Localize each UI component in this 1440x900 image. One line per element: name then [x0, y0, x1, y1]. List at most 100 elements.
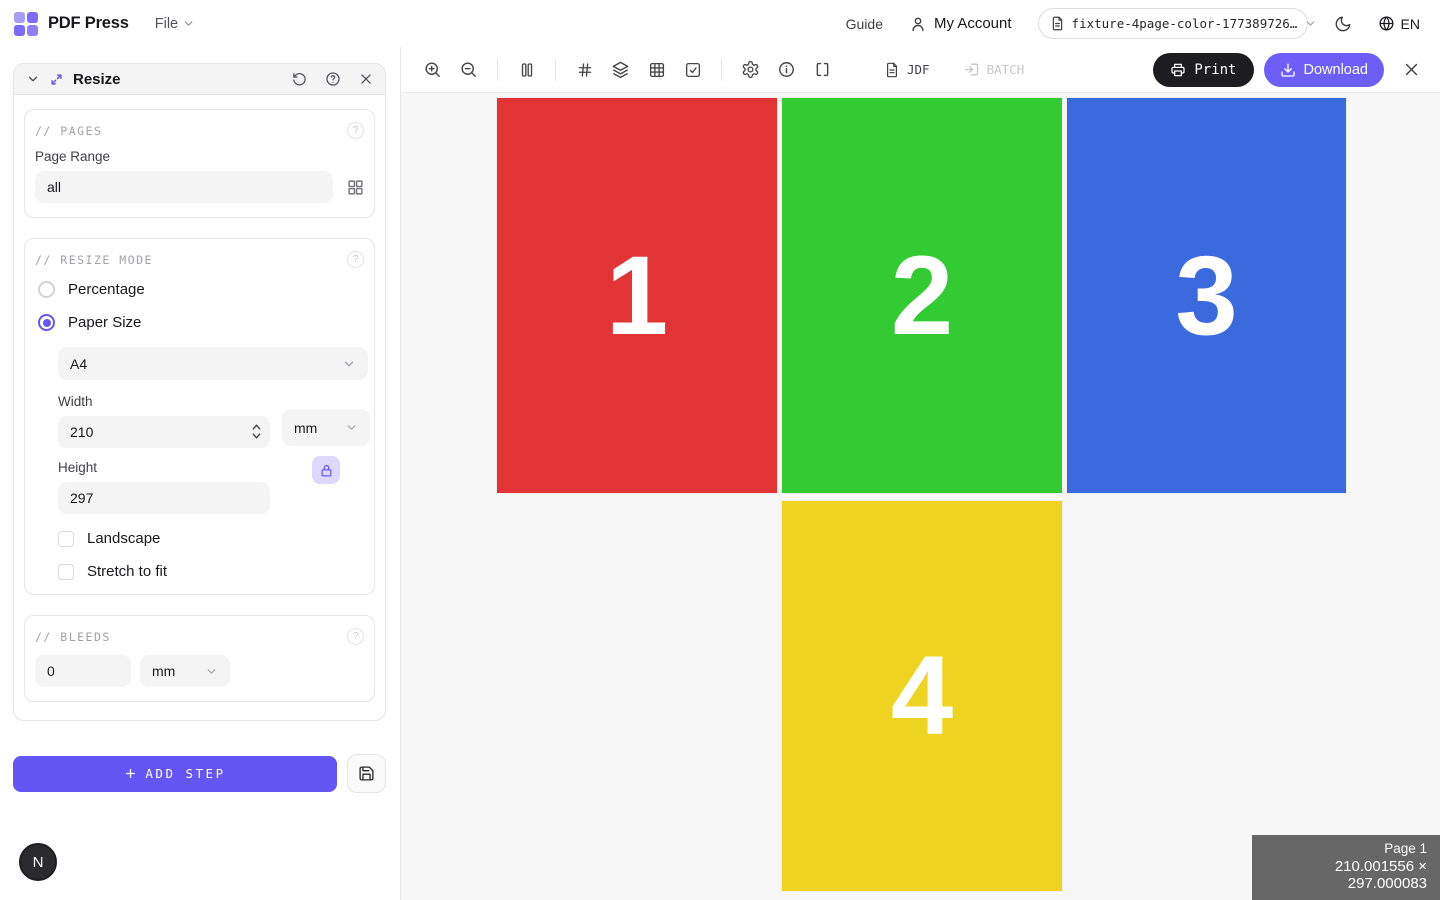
help-icon[interactable]: [347, 251, 364, 268]
radio-icon: [38, 281, 55, 298]
plus-icon: [126, 769, 136, 778]
paper-size-label: Paper Size: [68, 314, 142, 331]
zoom-in-icon: [425, 62, 440, 77]
page-number: 4: [890, 633, 954, 758]
language-selector[interactable]: EN: [1378, 15, 1420, 32]
print-label: Print: [1194, 61, 1237, 78]
lock-icon: [321, 464, 331, 476]
width-stepper[interactable]: [251, 423, 262, 440]
spread-view-button[interactable]: [808, 55, 837, 84]
paper-size-select[interactable]: A4: [58, 347, 368, 380]
chevron-down-icon: [207, 668, 216, 674]
page-dimensions: 210.001556 × 297.000083: [1334, 858, 1427, 892]
theme-toggle-button[interactable]: [1334, 15, 1352, 33]
page-number: 1: [605, 232, 669, 358]
aspect-lock-button[interactable]: [312, 456, 340, 484]
percentage-radio[interactable]: Percentage: [38, 281, 364, 298]
bleed-unit-value: mm: [152, 663, 176, 679]
current-file-selector[interactable]: fixture-4page-color-177389726…: [1037, 8, 1315, 39]
page-range-input[interactable]: [35, 171, 333, 203]
brackets-icon: [816, 62, 829, 77]
avatar-initial: N: [32, 853, 44, 871]
zoom-in-button[interactable]: [418, 55, 447, 84]
resize-step-panel: Resize // PAGES: [13, 63, 386, 721]
info-icon: [779, 62, 794, 77]
user-icon: [909, 15, 927, 33]
jdf-button[interactable]: JDF: [878, 55, 936, 85]
bleeds-card: // BLEEDS mm: [24, 615, 375, 702]
unit-select[interactable]: mm: [282, 409, 370, 446]
reset-step-button[interactable]: [292, 72, 307, 87]
pdf-page-4[interactable]: 4: [782, 501, 1062, 891]
width-input[interactable]: [58, 416, 270, 448]
my-account-label: My Account: [934, 15, 1012, 32]
table-icon: [649, 62, 664, 77]
bleed-unit-select[interactable]: mm: [140, 655, 230, 687]
save-icon: [359, 766, 374, 781]
page-number: 2: [890, 232, 954, 358]
pdf-page-1[interactable]: 1: [497, 98, 777, 493]
paper-size-radio[interactable]: Paper Size: [38, 314, 364, 331]
document-icon: [1050, 16, 1065, 31]
printer-icon: [1171, 63, 1185, 76]
jdf-label: JDF: [907, 62, 930, 77]
save-pipeline-button[interactable]: [347, 754, 386, 793]
page-numbers-button[interactable]: [570, 55, 599, 84]
page-number: 3: [1175, 232, 1238, 358]
bleed-value-input[interactable]: [35, 655, 131, 687]
chevron-down-icon: [1304, 17, 1317, 30]
help-icon[interactable]: [347, 122, 364, 139]
app-logo-icon[interactable]: [14, 11, 38, 36]
language-label: EN: [1400, 15, 1420, 32]
landscape-checkbox[interactable]: Landscape: [58, 530, 364, 547]
canvas-toolbar: JDF BATCH Print Download: [401, 47, 1440, 93]
height-label: Height: [58, 460, 98, 475]
print-button[interactable]: Print: [1153, 52, 1254, 87]
zoom-out-button[interactable]: [454, 55, 483, 84]
guide-link[interactable]: Guide: [845, 15, 883, 32]
close-preview-button[interactable]: [1403, 61, 1420, 78]
resize-mode-card: // RESIZE MODE Percentage Paper Size: [24, 238, 375, 595]
download-button[interactable]: Download: [1263, 52, 1384, 87]
globe-icon: [1378, 15, 1395, 32]
chevron-down-icon: [344, 361, 354, 366]
page-range-label: Page Range: [35, 149, 111, 164]
page-info-overlay: Page 1 210.001556 × 297.000083: [1252, 835, 1440, 900]
stretch-label: Stretch to fit: [87, 563, 168, 580]
add-step-button[interactable]: ADD STEP: [13, 755, 337, 792]
info-button[interactable]: [772, 55, 801, 84]
file-menu[interactable]: File: [155, 16, 195, 32]
pdf-page-3[interactable]: 3: [1067, 98, 1346, 493]
select-pages-button[interactable]: [678, 55, 707, 84]
width-label: Width: [58, 394, 93, 409]
gear-icon: [742, 60, 759, 79]
columns-icon: [521, 62, 532, 77]
checkbox-icon: [58, 563, 74, 580]
current-page-label: Page 1: [1384, 841, 1427, 856]
hash-icon: [578, 62, 591, 77]
landscape-label: Landscape: [87, 530, 161, 547]
page-grid-picker-button[interactable]: [347, 179, 364, 196]
collapse-panel-button[interactable]: [26, 72, 40, 86]
pdf-page-2[interactable]: 2: [782, 98, 1062, 493]
grid-view-button[interactable]: [642, 55, 671, 84]
top-bar: PDF Press File Guide My Account fixture-…: [0, 0, 1440, 47]
pages-card: // PAGES Page Range: [24, 109, 375, 218]
avatar[interactable]: N: [19, 843, 57, 881]
two-page-view-button[interactable]: [512, 55, 541, 84]
checkbox-icon: [58, 530, 74, 547]
height-input[interactable]: [58, 482, 270, 514]
layers-button[interactable]: [606, 55, 635, 84]
stretch-to-fit-checkbox[interactable]: Stretch to fit: [58, 563, 364, 580]
sidebar: Resize // PAGES: [0, 47, 400, 900]
batch-button[interactable]: BATCH: [957, 55, 1031, 85]
close-panel-button[interactable]: [359, 72, 373, 86]
current-filename: fixture-4page-color-177389726…: [1071, 16, 1298, 31]
add-step-label: ADD STEP: [145, 766, 226, 781]
settings-button[interactable]: [736, 55, 765, 84]
my-account-button[interactable]: My Account: [909, 15, 1012, 33]
download-icon: [1280, 62, 1295, 77]
help-icon[interactable]: [325, 71, 341, 87]
paper-size-value: A4: [70, 355, 88, 372]
help-icon[interactable]: [347, 628, 364, 645]
